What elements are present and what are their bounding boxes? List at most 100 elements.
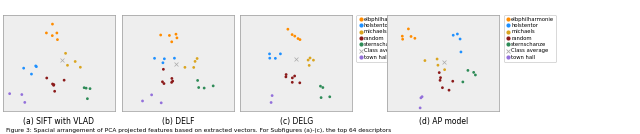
- Point: [470, 74, 481, 76]
- Point: [19, 67, 29, 69]
- Point: [59, 79, 69, 81]
- Point: [308, 59, 319, 61]
- Point: [20, 101, 30, 103]
- Point: [138, 100, 148, 102]
- Point: [85, 88, 95, 90]
- Point: [455, 38, 465, 40]
- Point: [149, 57, 159, 59]
- Point: [397, 38, 408, 40]
- Point: [432, 58, 442, 60]
- Point: [439, 61, 449, 63]
- Point: [287, 81, 298, 83]
- Point: [49, 83, 59, 86]
- Point: [316, 96, 326, 99]
- Point: [267, 94, 277, 97]
- Text: Figure 3: Spacial arrangement of PCA projected features based on extracted vecto: Figure 3: Spacial arrangement of PCA pro…: [6, 128, 392, 133]
- Point: [456, 51, 466, 53]
- Point: [403, 28, 413, 30]
- Point: [159, 83, 169, 85]
- Point: [264, 57, 275, 59]
- Point: [164, 34, 175, 36]
- Text: (d) AP model: (d) AP model: [419, 117, 468, 126]
- Point: [452, 33, 463, 35]
- Point: [199, 87, 209, 89]
- Point: [275, 53, 285, 55]
- Point: [283, 28, 293, 30]
- Point: [70, 60, 80, 63]
- Point: [42, 32, 52, 34]
- Point: [305, 57, 315, 59]
- Point: [437, 87, 447, 89]
- Point: [156, 34, 166, 36]
- Point: [294, 82, 305, 84]
- Point: [193, 79, 203, 81]
- Point: [172, 37, 182, 39]
- Point: [304, 64, 314, 66]
- Point: [52, 32, 62, 34]
- Point: [293, 38, 303, 40]
- Point: [60, 52, 70, 54]
- Point: [31, 65, 41, 67]
- Point: [62, 64, 72, 66]
- Point: [193, 86, 204, 89]
- Point: [316, 85, 326, 87]
- Point: [468, 71, 479, 73]
- Point: [52, 39, 63, 41]
- Point: [434, 72, 444, 74]
- Point: [49, 84, 59, 86]
- Point: [170, 57, 180, 59]
- Point: [166, 41, 177, 43]
- Point: [79, 87, 90, 89]
- Point: [324, 96, 335, 98]
- Point: [281, 73, 291, 76]
- Legend: elbphilharmonie, holstentor, michaels, random, sternschanze, Class average, town: elbphilharmonie, holstentor, michaels, r…: [504, 15, 556, 62]
- Point: [458, 81, 468, 83]
- Point: [420, 59, 430, 62]
- Point: [289, 75, 300, 77]
- Point: [463, 69, 473, 71]
- Point: [262, 112, 273, 114]
- Point: [435, 77, 445, 79]
- Point: [171, 33, 181, 35]
- Point: [270, 57, 280, 59]
- Point: [317, 86, 328, 89]
- Point: [287, 77, 298, 79]
- Point: [208, 85, 218, 87]
- Point: [417, 96, 427, 98]
- Point: [444, 89, 454, 91]
- Point: [303, 59, 313, 61]
- Point: [410, 37, 420, 39]
- Point: [56, 59, 67, 61]
- Point: [433, 64, 443, 66]
- Point: [266, 101, 276, 104]
- Point: [4, 93, 15, 95]
- Text: (c) DELG: (c) DELG: [280, 117, 313, 126]
- Point: [416, 97, 426, 99]
- Point: [180, 66, 190, 68]
- Point: [168, 80, 178, 82]
- Point: [435, 79, 445, 81]
- Point: [158, 68, 168, 70]
- Text: (a) SIFT with VLAD: (a) SIFT with VLAD: [24, 117, 94, 126]
- Point: [295, 39, 305, 41]
- Point: [156, 102, 166, 104]
- Point: [448, 34, 458, 36]
- Point: [158, 62, 168, 64]
- Point: [47, 23, 58, 25]
- Point: [440, 69, 450, 71]
- Point: [42, 77, 52, 79]
- Point: [159, 58, 170, 60]
- Point: [147, 94, 157, 96]
- Point: [47, 35, 58, 37]
- Point: [264, 53, 275, 55]
- Point: [189, 66, 199, 68]
- Point: [76, 66, 86, 68]
- Point: [31, 66, 42, 68]
- Legend: elbphilharmonie, holstentor, michaels, random, sternschanze, Class average, town: elbphilharmonie, holstentor, michaels, r…: [356, 15, 409, 62]
- Point: [192, 57, 202, 60]
- Point: [81, 87, 92, 89]
- Point: [171, 63, 181, 65]
- Point: [291, 57, 301, 60]
- Point: [447, 80, 458, 82]
- Point: [166, 81, 177, 83]
